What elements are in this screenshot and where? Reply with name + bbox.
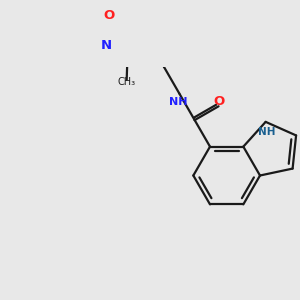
Text: NH: NH [258, 127, 275, 137]
Text: N: N [100, 39, 111, 52]
Text: CH₃: CH₃ [118, 77, 136, 88]
Text: O: O [103, 8, 115, 22]
Text: NH: NH [169, 97, 188, 107]
Text: O: O [213, 95, 224, 109]
